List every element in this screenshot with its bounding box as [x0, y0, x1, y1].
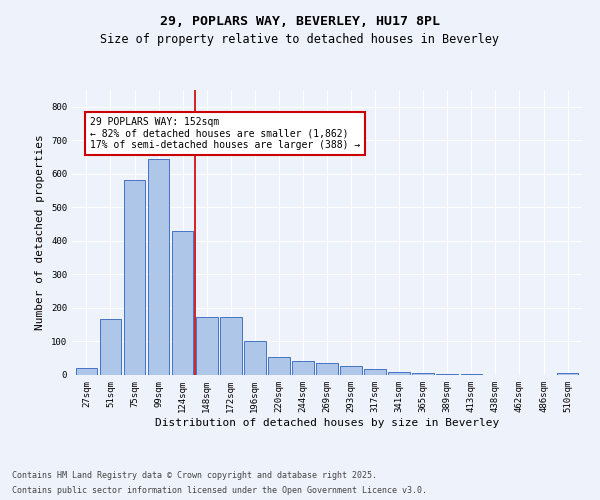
Bar: [76, 368, 97, 375]
Bar: [292, 361, 314, 375]
Text: Contains public sector information licensed under the Open Government Licence v3: Contains public sector information licen…: [12, 486, 427, 495]
Bar: [268, 356, 290, 375]
Bar: [196, 317, 218, 375]
Bar: [388, 372, 410, 375]
Bar: [172, 231, 193, 375]
Bar: [244, 341, 266, 375]
X-axis label: Distribution of detached houses by size in Beverley: Distribution of detached houses by size …: [155, 418, 499, 428]
Bar: [220, 317, 242, 375]
Text: Size of property relative to detached houses in Beverley: Size of property relative to detached ho…: [101, 32, 499, 46]
Bar: [461, 374, 482, 375]
Bar: [316, 362, 338, 375]
Bar: [124, 180, 145, 375]
Bar: [412, 374, 434, 375]
Bar: [436, 374, 458, 375]
Bar: [148, 158, 169, 375]
Text: 29, POPLARS WAY, BEVERLEY, HU17 8PL: 29, POPLARS WAY, BEVERLEY, HU17 8PL: [160, 15, 440, 28]
Bar: [100, 318, 121, 375]
Bar: [557, 372, 578, 375]
Text: Contains HM Land Registry data © Crown copyright and database right 2025.: Contains HM Land Registry data © Crown c…: [12, 471, 377, 480]
Bar: [340, 366, 362, 375]
Text: 29 POPLARS WAY: 152sqm
← 82% of detached houses are smaller (1,862)
17% of semi-: 29 POPLARS WAY: 152sqm ← 82% of detached…: [89, 117, 360, 150]
Bar: [364, 370, 386, 375]
Y-axis label: Number of detached properties: Number of detached properties: [35, 134, 46, 330]
